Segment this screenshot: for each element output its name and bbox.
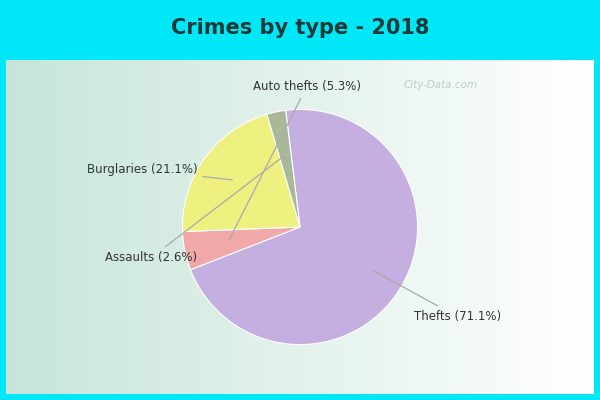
Text: Assaults (2.6%): Assaults (2.6%) [105,157,283,264]
Text: Crimes by type - 2018: Crimes by type - 2018 [171,18,429,38]
Text: Thefts (71.1%): Thefts (71.1%) [374,271,500,323]
Wedge shape [190,110,418,344]
Wedge shape [182,227,300,270]
Text: City-Data.com: City-Data.com [404,80,478,90]
Text: Burglaries (21.1%): Burglaries (21.1%) [86,163,232,180]
Wedge shape [182,114,300,232]
Text: Auto thefts (5.3%): Auto thefts (5.3%) [229,80,361,240]
Wedge shape [267,110,300,227]
